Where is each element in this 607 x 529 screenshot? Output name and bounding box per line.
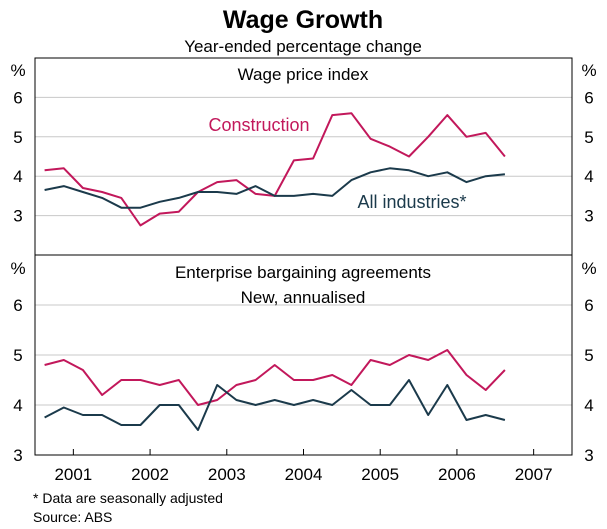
panel-2-title: Enterprise bargaining agreements [175,263,431,282]
ytick-p2-right-5: 5 [584,346,593,365]
xtick-label-2002: 2002 [131,465,169,484]
ytick-p1-right-6: 6 [584,88,593,107]
ytick-p2-right-4: 4 [584,396,593,415]
unit-label-top-left: % [10,61,25,80]
ytick-p1-right-5: 5 [584,128,593,147]
ytick-p1-left-6: 6 [13,88,22,107]
ytick-p1-left-3: 3 [13,207,22,226]
ytick-p2-left-4: 4 [13,396,22,415]
panel-1-plot-area [35,58,572,255]
ytick-p2-left-5: 5 [13,346,22,365]
chart-subtitle: Year-ended percentage change [184,37,422,56]
footnote-source: Source: ABS [33,509,112,525]
xtick-label-2001: 2001 [54,465,92,484]
ytick-p1-left-5: 5 [13,128,22,147]
xtick-label-2004: 2004 [285,465,323,484]
ytick-p2-right-3: 3 [584,446,593,465]
unit-label-top-right: % [581,61,596,80]
footnote-seasonal: * Data are seasonally adjusted [33,490,223,506]
panel-1-title: Wage price index [238,65,369,84]
unit-label-bottom-left: % [10,259,25,278]
panel-2-subtitle: New, annualised [241,288,366,307]
xtick-label-2006: 2006 [438,465,476,484]
xtick-label-2003: 2003 [208,465,246,484]
ytick-p2-left-3: 3 [13,446,22,465]
ytick-p2-right-6: 6 [584,296,593,315]
xtick-label-2007: 2007 [515,465,553,484]
series-line-p2-1 [44,349,506,406]
chart-title: Wage Growth [223,6,383,34]
unit-label-bottom-right: % [581,259,596,278]
series-line-p2-2 [44,379,506,431]
label-all-industries: All industries* [357,192,466,212]
ytick-p1-right-3: 3 [584,207,593,226]
ytick-p1-left-4: 4 [13,167,22,186]
xtick-label-2005: 2005 [361,465,399,484]
series-line-p1-2 [44,167,506,209]
label-construction: Construction [208,115,309,135]
ytick-p2-left-6: 6 [13,296,22,315]
ytick-p1-right-4: 4 [584,167,593,186]
